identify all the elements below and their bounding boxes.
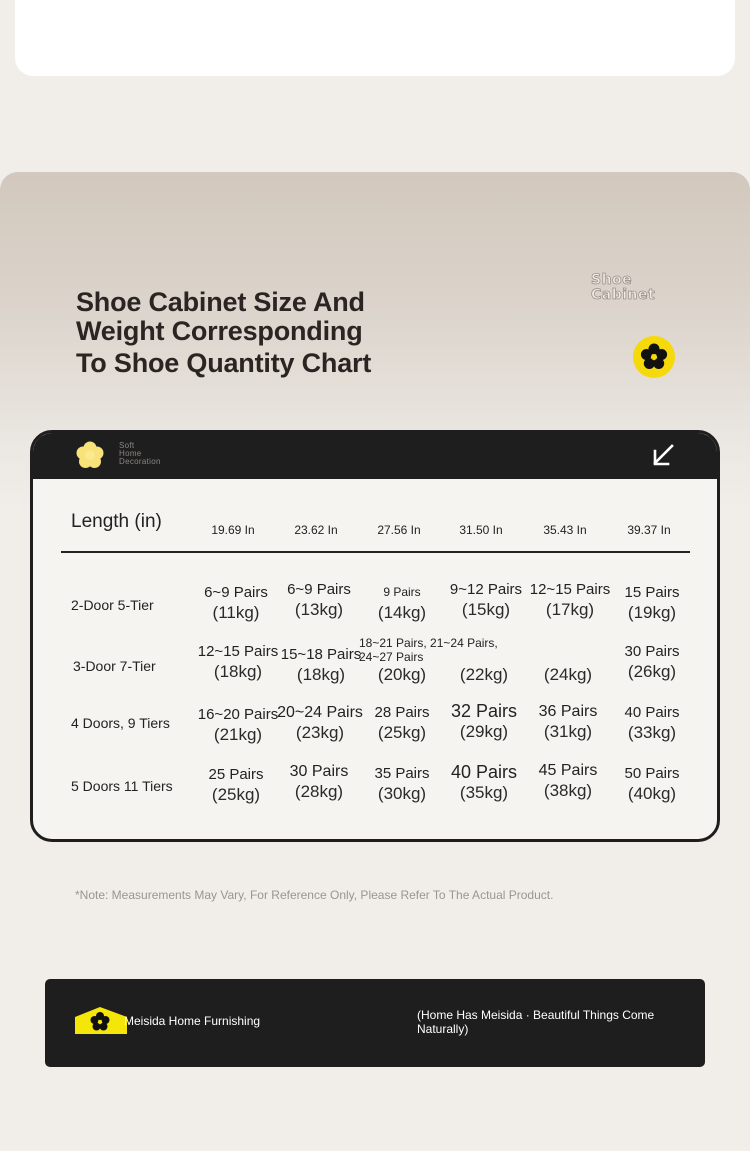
table-cell: 15~18 Pairs (18kg) — [280, 646, 362, 684]
table-cell: 40 Pairs (35kg) — [450, 762, 518, 803]
header-tagline: Soft Home Decoration — [119, 441, 161, 466]
flower-badge-icon — [633, 336, 675, 378]
table-cell: 9~12 Pairs (15kg) — [449, 581, 523, 619]
column-header: 27.56 In — [377, 523, 421, 537]
column-header: 35.43 In — [543, 523, 587, 537]
brand-logo-icon — [75, 1007, 127, 1034]
table-cell: 6~9 Pairs (13kg) — [287, 581, 351, 619]
column-header: 39.37 In — [627, 523, 671, 537]
table-cell: 20~24 Pairs (23kg) — [277, 704, 363, 742]
table-cell: 32 Pairs (29kg) — [450, 701, 518, 742]
table-cell: 12~15 Pairs (18kg) — [197, 643, 279, 681]
table-cell: 15 Pairs (19kg) — [624, 584, 680, 622]
table-cell: 6~9 Pairs (11kg) — [204, 584, 268, 622]
title-line-3: To Shoe Quantity Chart — [76, 348, 372, 378]
table-cell: (20kg) — [377, 665, 427, 684]
column-header: 19.69 In — [211, 523, 255, 537]
table-cell: 45 Pairs (38kg) — [538, 762, 598, 800]
card-header: Soft Home Decoration — [33, 433, 717, 479]
table-cell: 30 Pairs (26kg) — [624, 643, 680, 681]
row-label: 2-Door 5-Tier — [71, 597, 154, 613]
table-cell: 9 Pairs (14kg) — [377, 585, 427, 622]
flower-icon — [76, 441, 104, 468]
table-cell: 40 Pairs (33kg) — [624, 704, 680, 742]
table-cell: 12~15 Pairs (17kg) — [529, 581, 611, 619]
brand-slogan: (Home Has Meisida · Beautiful Things Com… — [417, 1008, 655, 1036]
page-title: Shoe Cabinet Size And Weight Correspondi… — [76, 288, 416, 378]
arrow-down-left-icon — [653, 444, 674, 466]
size-chart-card: Soft Home Decoration Length (in) 19.69 I… — [30, 430, 720, 842]
title-line-1: Shoe Cabinet Size And — [76, 287, 365, 317]
title-line-2: Weight Corresponding — [76, 316, 363, 346]
table-cell: 50 Pairs (40kg) — [624, 765, 680, 803]
brand-name: Meisida Home Furnishing — [124, 1014, 261, 1028]
disclaimer-note: *Note: Measurements May Vary, For Refere… — [75, 888, 554, 902]
table-cell: 25 Pairs (25kg) — [208, 766, 264, 804]
table-cell: (24kg) — [543, 665, 593, 684]
table-cell: 28 Pairs (25kg) — [374, 704, 430, 742]
table-cell: 16~20 Pairs (21kg) — [197, 706, 279, 744]
top-white-card — [15, 0, 735, 76]
row-label: 5 Doors 11 Tiers — [71, 778, 173, 794]
column-header: 23.62 In — [294, 523, 338, 537]
row-label: 4 Doors, 9 Tiers — [71, 715, 170, 731]
table-cell: 35 Pairs (30kg) — [374, 765, 430, 803]
table-cell: 30 Pairs (28kg) — [289, 763, 349, 801]
length-header: Length (in) — [71, 511, 162, 532]
table-cell: 36 Pairs (31kg) — [538, 703, 598, 741]
table-cell: 18~21 Pairs, 21~24 Pairs, 24~27 Pairs — [359, 636, 498, 664]
table-cell: (22kg) — [459, 665, 509, 684]
header-divider — [61, 551, 690, 553]
brand-wordmark: Shoe Cabinet — [591, 272, 656, 303]
row-label: 3-Door 7-Tier — [73, 658, 156, 674]
column-header: 31.50 In — [459, 523, 503, 537]
footer-bar: Meisida Home Furnishing (Home Has Meisid… — [45, 979, 705, 1067]
